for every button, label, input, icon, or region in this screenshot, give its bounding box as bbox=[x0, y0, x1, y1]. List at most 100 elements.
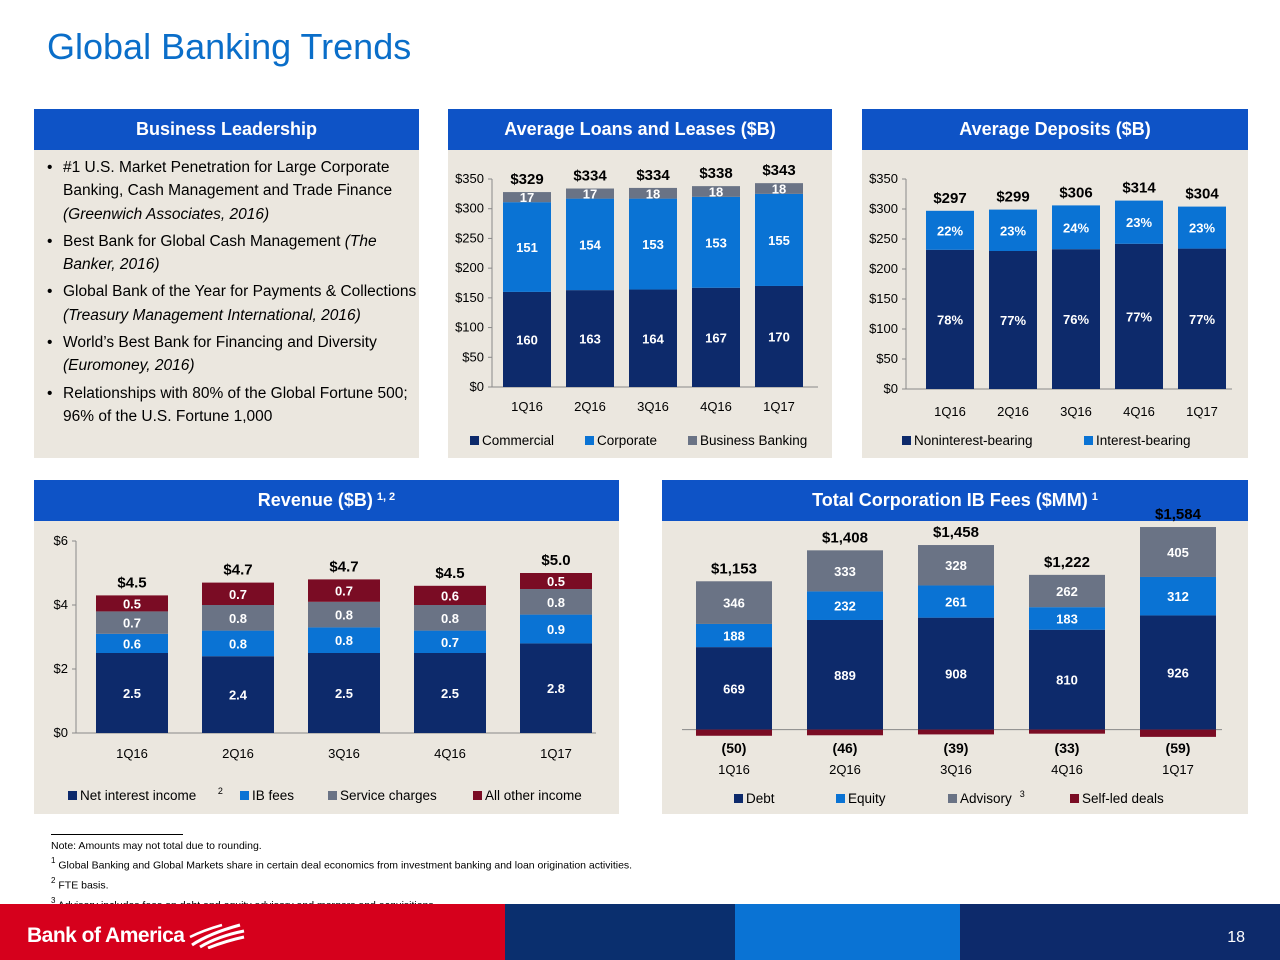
data-label: 232 bbox=[834, 599, 856, 614]
leadership-bullet: Best Bank for Global Cash Management (Th… bbox=[46, 230, 426, 277]
ibfees-title: Total Corporation IB Fees ($MM) bbox=[812, 490, 1088, 510]
data-label: 0.5 bbox=[547, 574, 565, 589]
data-label: 889 bbox=[834, 668, 856, 683]
bar-segment bbox=[96, 633, 168, 653]
bar-segment bbox=[566, 198, 614, 291]
legend-label: Corporate bbox=[597, 433, 657, 448]
footnote-1-text: Global Banking and Global Markets share … bbox=[58, 859, 633, 872]
legend-swatch bbox=[836, 794, 845, 803]
data-label: 405 bbox=[1167, 545, 1189, 560]
legend-swatch bbox=[902, 436, 911, 445]
y-tick-label: $200 bbox=[455, 260, 484, 275]
total-label: $329 bbox=[510, 171, 543, 188]
bar-segment bbox=[520, 614, 592, 644]
bar-segment bbox=[918, 585, 994, 618]
y-tick-label: $150 bbox=[455, 290, 484, 305]
bar-segment bbox=[202, 656, 274, 733]
total-label: $338 bbox=[699, 165, 732, 182]
legend-swatch bbox=[948, 794, 957, 803]
x-tick-label: 1Q16 bbox=[511, 399, 543, 414]
bar-segment bbox=[96, 611, 168, 634]
bar-segment bbox=[807, 729, 883, 736]
data-label: 17 bbox=[520, 190, 534, 205]
y-tick-label: $0 bbox=[54, 725, 68, 740]
data-label: 18 bbox=[772, 182, 786, 197]
data-label: 167 bbox=[705, 330, 727, 345]
negative-label: (33) bbox=[1055, 740, 1080, 756]
ibfees-panel: Total Corporation IB Fees ($MM) 1 669 188 3… bbox=[662, 480, 1248, 814]
legend-label: Noninterest-bearing bbox=[914, 433, 1033, 448]
bar-segment bbox=[989, 209, 1037, 251]
legend-swatch bbox=[1084, 436, 1093, 445]
data-label: 0.8 bbox=[547, 595, 565, 610]
bar-segment bbox=[807, 550, 883, 592]
bar-segment bbox=[1052, 205, 1100, 250]
legend-label: Business Banking bbox=[700, 433, 807, 448]
bar-segment bbox=[696, 647, 772, 730]
data-label: 0.6 bbox=[123, 636, 141, 651]
legend-sup: 2 bbox=[218, 786, 223, 796]
x-tick-label: 1Q16 bbox=[934, 404, 966, 419]
bar-segment bbox=[755, 183, 803, 194]
bullet-text: Best Bank for Global Cash Management bbox=[63, 232, 345, 250]
y-tick-label: $0 bbox=[470, 379, 484, 394]
x-tick-label: 3Q16 bbox=[940, 762, 972, 777]
bar-segment bbox=[926, 210, 974, 250]
data-label: 22% bbox=[937, 223, 963, 238]
bar-segment bbox=[308, 653, 380, 733]
legend-label: Service charges bbox=[340, 788, 437, 803]
data-label: 23% bbox=[1189, 221, 1215, 236]
bar-segment bbox=[926, 249, 974, 389]
bar-segment bbox=[696, 623, 772, 648]
data-label: 328 bbox=[945, 558, 967, 573]
legend-label: Equity bbox=[848, 791, 886, 806]
leadership-bullet: Relationships with 80% of the Global For… bbox=[46, 382, 426, 429]
bar-segment bbox=[989, 251, 1037, 389]
y-tick-label: $350 bbox=[869, 171, 898, 186]
legend-label: Commercial bbox=[482, 433, 554, 448]
bullet-source: (Treasury Management International, 2016… bbox=[63, 306, 361, 324]
footer-blue bbox=[735, 904, 960, 960]
bar-segment bbox=[520, 589, 592, 615]
legend-swatch bbox=[328, 791, 337, 800]
total-label: $1,408 bbox=[822, 529, 868, 546]
data-label: 2.8 bbox=[547, 681, 565, 696]
bullet-text: Relationships with 80% of the Global For… bbox=[63, 384, 408, 425]
data-label: 155 bbox=[768, 233, 790, 248]
bar-segment bbox=[692, 186, 740, 197]
bar-segment bbox=[918, 545, 994, 586]
flag-icon bbox=[189, 923, 245, 949]
y-tick-label: $100 bbox=[869, 321, 898, 336]
page-number: 18 bbox=[1227, 929, 1245, 946]
total-label: $5.0 bbox=[541, 552, 570, 569]
bullet-text: Global Bank of the Year for Payments & C… bbox=[63, 283, 417, 301]
y-tick-label: $6 bbox=[54, 533, 68, 548]
data-label: 333 bbox=[834, 564, 856, 579]
bar-segment bbox=[1115, 200, 1163, 244]
deposits-title: Average Deposits ($B) bbox=[959, 119, 1151, 139]
data-label: 908 bbox=[945, 667, 967, 682]
total-label: $314 bbox=[1122, 180, 1156, 197]
legend-swatch bbox=[688, 436, 697, 445]
data-label: 170 bbox=[768, 329, 790, 344]
data-label: 18 bbox=[709, 184, 723, 199]
bar-segment bbox=[629, 289, 677, 387]
legend-swatch bbox=[585, 436, 594, 445]
total-label: $4.7 bbox=[223, 562, 252, 579]
y-tick-label: $150 bbox=[869, 291, 898, 306]
data-label: 0.8 bbox=[229, 636, 247, 651]
data-label: 77% bbox=[1126, 309, 1152, 324]
bar-segment bbox=[308, 579, 380, 602]
data-label: 0.7 bbox=[335, 584, 353, 599]
legend-sup: 3 bbox=[1020, 789, 1025, 799]
bar-segment bbox=[1029, 574, 1105, 608]
data-label: 262 bbox=[1056, 584, 1078, 599]
data-label: 153 bbox=[642, 237, 664, 252]
deposits-panel: Average Deposits ($B) $0 $50 $100 $150 $200 $… bbox=[862, 109, 1248, 458]
x-tick-label: 4Q16 bbox=[434, 746, 466, 761]
loans-panel: Average Loans and Leases ($B) $0 $50 $100 $… bbox=[448, 109, 832, 458]
data-label: 17 bbox=[583, 187, 597, 202]
data-label: 0.8 bbox=[229, 611, 247, 626]
legend-label: IB fees bbox=[252, 788, 294, 803]
total-label: $297 bbox=[933, 190, 966, 207]
